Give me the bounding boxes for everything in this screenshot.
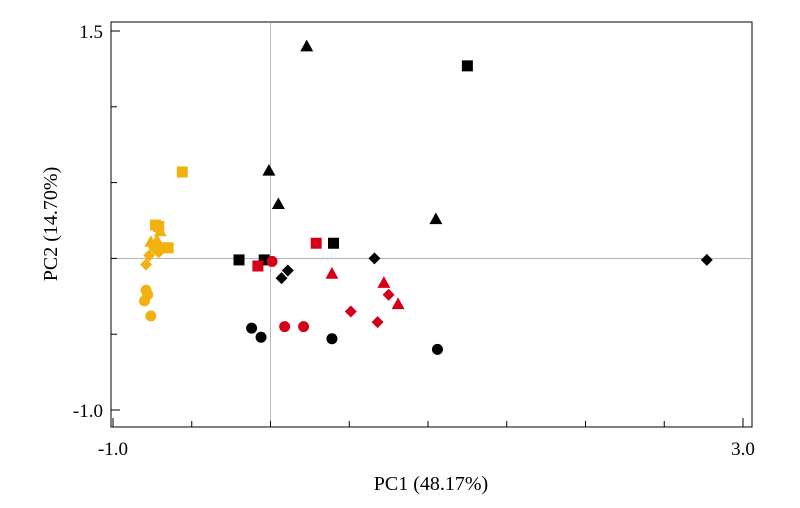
data-point-triangle xyxy=(391,297,405,310)
data-points xyxy=(139,39,713,355)
data-point-diamond xyxy=(382,288,395,301)
y-tick-label: -1.0 xyxy=(73,401,103,422)
data-point-square xyxy=(328,237,339,249)
data-point-circle xyxy=(139,295,150,307)
y-axis-ticks: 1.5 -1.0 xyxy=(73,22,120,422)
data-point-diamond xyxy=(371,316,384,329)
x-axis-ticks: -1.0 3.0 xyxy=(98,418,755,460)
data-point-triangle xyxy=(429,212,443,225)
data-point-square xyxy=(176,166,188,178)
data-point-square xyxy=(258,254,270,266)
plot-area: -1.0 3.0 1.5 -1.0 xyxy=(73,21,755,460)
data-point-triangle xyxy=(300,39,314,52)
data-point-circle xyxy=(298,321,310,333)
data-point-diamond xyxy=(700,253,713,266)
x-tick-label: -1.0 xyxy=(98,439,128,460)
data-point-diamond xyxy=(344,305,357,318)
data-point-square xyxy=(252,260,264,272)
data-point-circle xyxy=(431,343,443,355)
data-point-square xyxy=(233,254,245,266)
data-point-triangle xyxy=(262,163,276,176)
y-axis-title: PC2 (14.70%) xyxy=(40,167,62,281)
data-point-triangle xyxy=(325,267,339,279)
data-point-triangle xyxy=(271,197,285,210)
data-point-diamond xyxy=(140,258,153,271)
data-point-triangle xyxy=(377,276,391,288)
data-point-diamond xyxy=(143,249,156,262)
data-point-circle xyxy=(246,322,258,334)
data-point-circle xyxy=(279,321,291,333)
data-point-square xyxy=(157,242,169,254)
data-point-diamond xyxy=(275,272,288,285)
y-tick-label: 1.5 xyxy=(79,22,103,43)
data-point-circle xyxy=(326,333,338,345)
data-point-circle xyxy=(266,255,278,267)
data-point-diamond xyxy=(152,246,165,259)
x-axis-title: PC1 (48.17%) xyxy=(374,473,488,495)
data-point-circle xyxy=(255,331,267,343)
data-point-circle xyxy=(145,310,157,322)
data-point-square xyxy=(310,237,322,249)
data-point-diamond xyxy=(281,264,294,277)
data-point-diamond xyxy=(368,252,381,265)
data-point-square xyxy=(153,221,165,233)
x-tick-label: 3.0 xyxy=(731,439,755,460)
data-point-triangle xyxy=(153,224,167,237)
plot-frame xyxy=(110,21,753,428)
data-point-square xyxy=(461,60,473,72)
